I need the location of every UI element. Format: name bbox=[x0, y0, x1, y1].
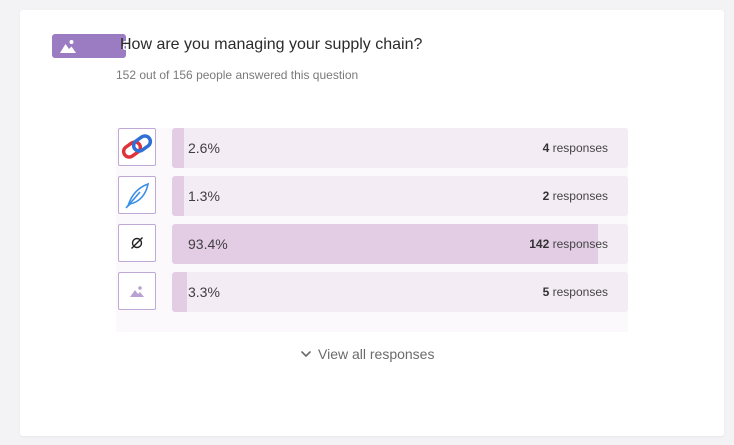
question-number: 8 bbox=[122, 38, 130, 53]
view-all-label: View all responses bbox=[318, 346, 435, 362]
response-row: 93.4% 142 responses bbox=[116, 224, 628, 264]
image-placeholder-icon bbox=[130, 286, 144, 297]
response-bar: 1.3% 2 responses bbox=[172, 176, 628, 216]
option-thumbnail[interactable] bbox=[118, 176, 156, 214]
question-card: 8 How are you managing your supply chain… bbox=[20, 10, 724, 436]
response-bar: 93.4% 142 responses bbox=[172, 224, 628, 264]
question-type-badge: 8 bbox=[52, 34, 130, 58]
response-bar-fill bbox=[172, 224, 598, 264]
response-bar-fill bbox=[172, 272, 187, 312]
response-bar: 2.6% 4 responses bbox=[172, 128, 628, 168]
chevron-down-icon bbox=[301, 351, 311, 357]
response-bar: 3.3% 5 responses bbox=[172, 272, 628, 312]
response-count: 4 responses bbox=[542, 141, 608, 155]
view-all-responses-button[interactable]: View all responses bbox=[300, 346, 434, 362]
response-row: 2.6% 4 responses bbox=[116, 128, 628, 168]
option-thumbnail[interactable] bbox=[118, 224, 156, 262]
response-percent: 3.3% bbox=[188, 284, 220, 300]
response-row: 3.3% 5 responses bbox=[116, 272, 628, 312]
feather-icon bbox=[125, 182, 150, 209]
response-count: 142 responses bbox=[529, 237, 608, 251]
response-list: 2.6% 4 responses 1.3% 2 responses bbox=[116, 128, 628, 332]
response-count: 2 responses bbox=[542, 189, 608, 203]
response-percent: 2.6% bbox=[188, 140, 220, 156]
question-title: How are you managing your supply chain? bbox=[120, 36, 423, 53]
response-percent: 93.4% bbox=[188, 236, 228, 252]
response-percent: 1.3% bbox=[188, 188, 220, 204]
image-icon bbox=[60, 40, 76, 53]
chain-link-icon bbox=[121, 134, 153, 159]
answered-count: 152 out of 156 people answered this ques… bbox=[116, 68, 359, 82]
response-count: 5 responses bbox=[542, 285, 608, 299]
none-icon bbox=[131, 237, 143, 249]
response-row: 1.3% 2 responses bbox=[116, 176, 628, 216]
option-thumbnail[interactable] bbox=[118, 128, 156, 166]
option-thumbnail[interactable] bbox=[118, 272, 156, 310]
response-bar-fill bbox=[172, 176, 184, 216]
response-bar-fill bbox=[172, 128, 184, 168]
